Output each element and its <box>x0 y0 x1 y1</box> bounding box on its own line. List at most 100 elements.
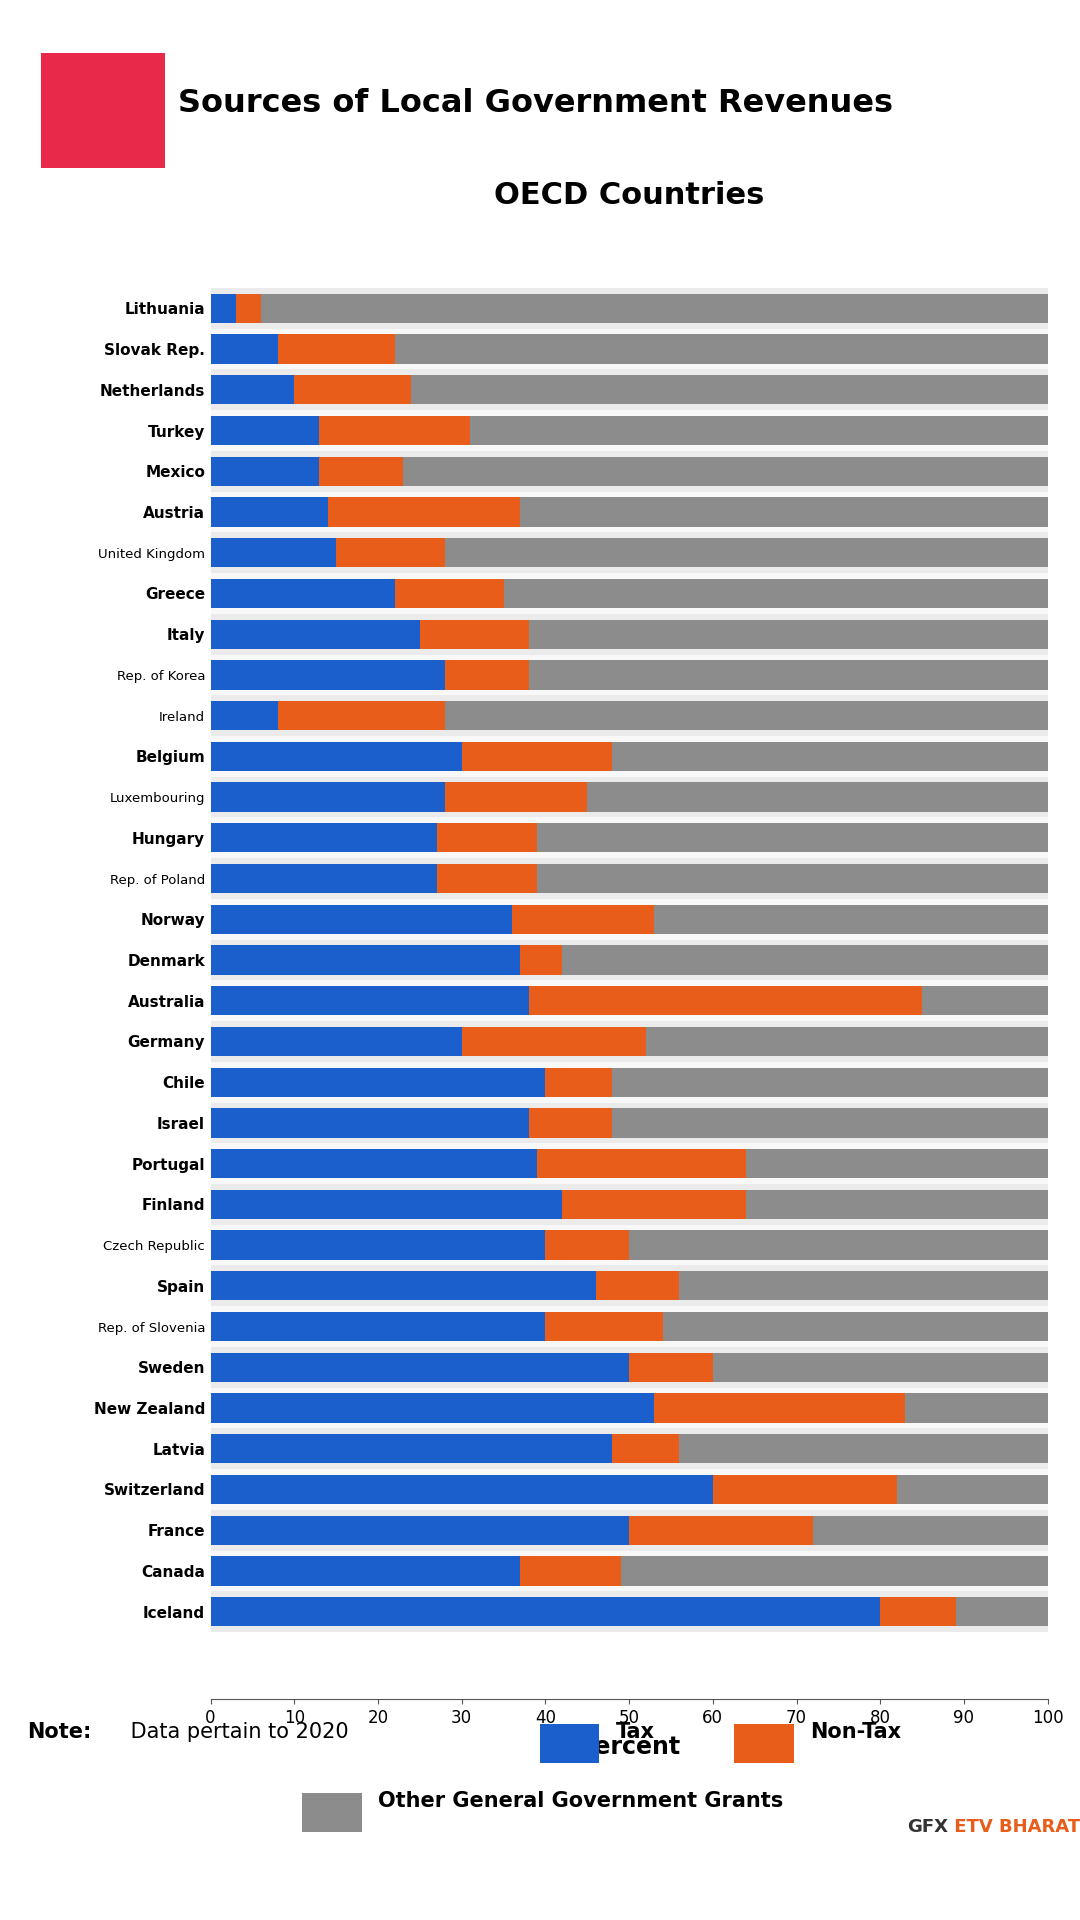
Bar <box>211 987 529 1016</box>
Bar <box>211 614 1048 655</box>
Bar <box>746 1190 1048 1219</box>
Bar <box>562 1190 746 1219</box>
Bar <box>679 1271 1048 1300</box>
Bar <box>211 904 512 933</box>
Bar <box>211 1551 1048 1592</box>
Bar <box>211 864 436 893</box>
Bar <box>679 1434 1048 1463</box>
Bar <box>235 294 261 323</box>
Bar <box>713 1352 1048 1382</box>
Bar <box>529 620 1048 649</box>
Bar <box>403 457 1048 486</box>
Bar <box>211 1190 562 1219</box>
Bar <box>211 1062 1048 1102</box>
Bar <box>336 538 445 568</box>
Bar <box>211 701 278 730</box>
Bar <box>211 655 1048 695</box>
Bar <box>211 1265 1048 1306</box>
Bar <box>211 824 436 852</box>
Text: Tax: Tax <box>616 1722 654 1741</box>
Text: Other General Government Grants: Other General Government Grants <box>378 1791 783 1811</box>
Bar <box>211 532 1048 572</box>
Bar <box>211 1271 596 1300</box>
Bar <box>612 1434 679 1463</box>
Bar <box>211 695 1048 735</box>
Bar <box>211 945 521 975</box>
Bar <box>512 904 654 933</box>
Bar <box>445 538 1048 568</box>
Bar <box>211 451 1048 492</box>
Bar <box>420 620 529 649</box>
Bar <box>445 660 529 689</box>
Text: Data pertain to 2020: Data pertain to 2020 <box>124 1722 349 1741</box>
Bar <box>211 1231 545 1260</box>
Bar <box>211 572 1048 614</box>
Bar <box>521 945 562 975</box>
Bar <box>211 660 445 689</box>
Bar <box>211 783 445 812</box>
Bar <box>621 1557 1048 1586</box>
Text: For More Info Download  ⓔ  APP: For More Info Download ⓔ APP <box>420 1876 660 1891</box>
Bar <box>211 620 420 649</box>
Bar <box>612 1108 1048 1137</box>
Bar <box>211 1148 537 1179</box>
Bar <box>211 1475 713 1503</box>
Bar <box>596 1271 679 1300</box>
Bar <box>211 741 461 772</box>
Bar <box>211 1394 654 1423</box>
Bar <box>905 1394 1048 1423</box>
Bar <box>211 1027 461 1056</box>
Bar <box>813 1515 1048 1546</box>
Bar <box>211 1469 1048 1509</box>
Bar <box>211 492 1048 532</box>
Bar <box>328 497 521 526</box>
Bar <box>211 939 1048 981</box>
Bar <box>646 1027 1048 1056</box>
Bar <box>545 1068 612 1096</box>
Bar <box>956 1597 1048 1626</box>
Bar <box>436 824 537 852</box>
Bar <box>211 1557 521 1586</box>
Text: Sources of Local Government Revenues: Sources of Local Government Revenues <box>178 88 893 119</box>
Bar <box>211 374 294 405</box>
Bar <box>211 288 1048 328</box>
Text: Non-Tax: Non-Tax <box>810 1722 901 1741</box>
Bar <box>211 1102 1048 1142</box>
Bar <box>521 1557 621 1586</box>
Bar <box>654 904 1048 933</box>
Bar <box>529 660 1048 689</box>
Bar <box>545 1311 662 1342</box>
Bar <box>662 1311 1048 1342</box>
Bar <box>211 1515 629 1546</box>
Bar <box>261 294 1048 323</box>
Bar <box>320 417 470 445</box>
Bar <box>211 417 320 445</box>
Bar <box>461 741 612 772</box>
Bar <box>545 1231 629 1260</box>
Bar <box>411 374 1048 405</box>
Bar <box>211 899 1048 939</box>
Bar <box>436 864 537 893</box>
Bar <box>320 457 403 486</box>
Bar <box>211 369 1048 411</box>
Bar <box>211 1348 1048 1388</box>
Bar <box>612 1068 1048 1096</box>
Text: Note:: Note: <box>27 1722 92 1741</box>
Bar <box>461 1027 646 1056</box>
Bar <box>537 864 1048 893</box>
Bar <box>922 987 1048 1016</box>
Bar <box>746 1148 1048 1179</box>
Bar <box>211 578 395 609</box>
Bar <box>211 1434 612 1463</box>
Bar <box>734 1724 794 1763</box>
Bar <box>211 1225 1048 1265</box>
Bar <box>211 457 320 486</box>
Bar <box>211 1108 529 1137</box>
Bar <box>654 1394 905 1423</box>
Bar <box>713 1475 896 1503</box>
Bar <box>294 374 411 405</box>
Bar <box>211 497 328 526</box>
Bar <box>211 818 1048 858</box>
Bar <box>880 1597 956 1626</box>
Bar <box>211 1592 1048 1632</box>
